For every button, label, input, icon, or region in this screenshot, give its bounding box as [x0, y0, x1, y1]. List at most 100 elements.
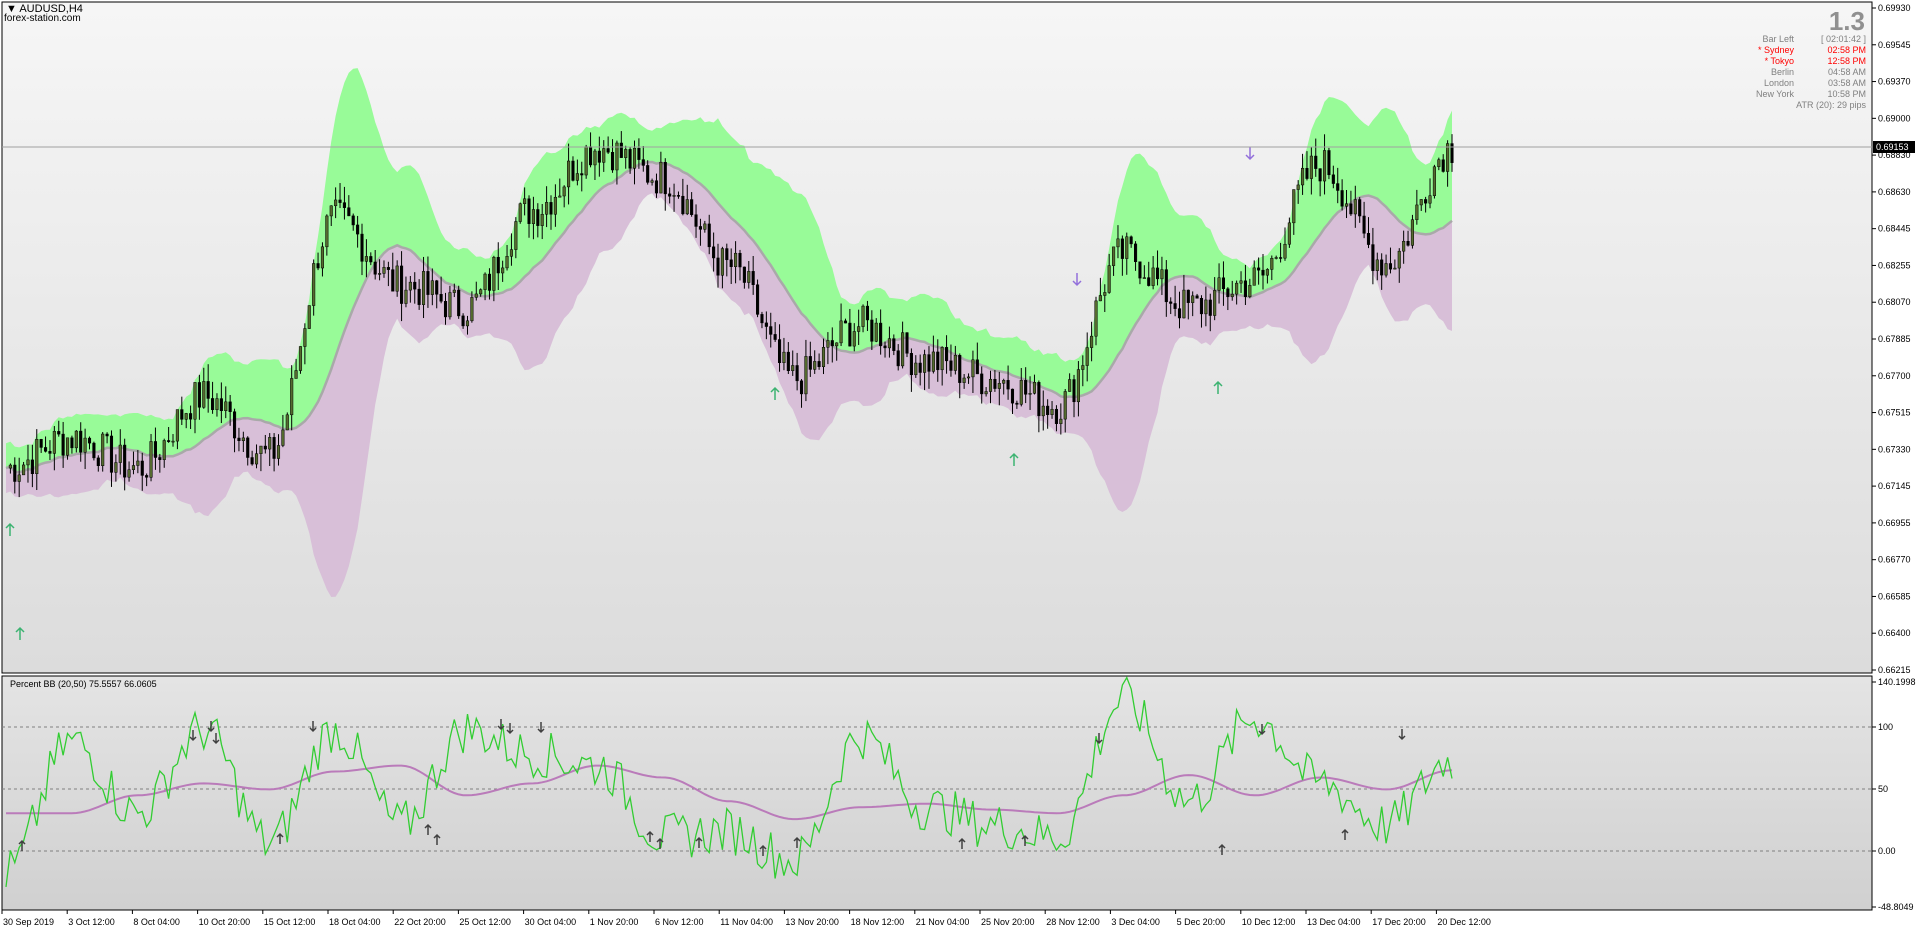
candle-body [756, 284, 760, 315]
candle-body [184, 413, 188, 420]
candle-body [127, 469, 131, 478]
time-tick-label: 1 Nov 20:00 [590, 917, 639, 927]
price-tick-label: 0.66585 [1878, 591, 1911, 601]
candle-body [237, 437, 241, 442]
candle-body [1059, 418, 1063, 424]
candle-body [1287, 222, 1291, 245]
candle-body [1010, 388, 1015, 404]
candle-body [1090, 335, 1094, 348]
price-tick-label: 0.67145 [1878, 481, 1911, 491]
time-tick-label: 10 Oct 20:00 [199, 917, 251, 927]
candle-body [1283, 243, 1287, 259]
watermark: forex-station.com [4, 13, 81, 24]
candle-body [61, 433, 65, 456]
candle-body [764, 322, 768, 327]
candle-body [52, 431, 56, 454]
candle-body [118, 444, 122, 463]
candle-body [26, 459, 30, 466]
candle-body [1032, 382, 1037, 394]
time-tick-label: 13 Dec 04:00 [1307, 917, 1361, 927]
candle-body [817, 361, 821, 367]
candle-body [861, 305, 865, 327]
candle-body [672, 195, 676, 197]
time-tick-label: 18 Nov 12:00 [851, 917, 905, 927]
percent-bb-lines [5, 676, 1453, 887]
candle-body [57, 431, 61, 435]
candle-body [1327, 150, 1331, 176]
candle-body [149, 441, 153, 478]
indicator-down-arrow-icon [212, 733, 220, 745]
candle-body [1028, 393, 1032, 395]
candle-body [615, 142, 619, 171]
candle-body [984, 391, 988, 395]
candle-body [74, 430, 78, 449]
candle-body [518, 203, 522, 222]
symbol-title[interactable]: ▼ AUDUSD,H4 [6, 4, 83, 15]
candle-body [716, 257, 720, 276]
candle-body [1265, 269, 1269, 276]
candle-body [628, 149, 632, 169]
candle-body [1296, 184, 1300, 190]
candle-body [1274, 257, 1278, 259]
symbol-title-text: AUDUSD,H4 [19, 3, 83, 15]
candle-body [1076, 369, 1080, 403]
candle-body [562, 186, 566, 197]
indicator-down-arrow-icon [207, 721, 215, 733]
candle-body [347, 207, 351, 217]
candle-body [1116, 238, 1120, 248]
candle-body [857, 326, 861, 332]
candle-body [400, 265, 404, 304]
candle-body [1353, 199, 1357, 215]
candle-body [505, 256, 509, 269]
candle-body [1221, 277, 1226, 290]
candle-body [654, 180, 659, 194]
candle-body [1147, 277, 1151, 286]
collapse-triangle-icon[interactable]: ▼ [6, 3, 17, 15]
candle-body [567, 160, 571, 188]
candle-body [360, 233, 364, 262]
indicator-down-arrow-icon [189, 730, 197, 742]
candle-body [892, 338, 896, 351]
candle-body [1318, 168, 1322, 182]
candle-body [232, 411, 237, 439]
candle-body [1129, 236, 1133, 245]
candle-body [1230, 293, 1234, 298]
indicator-tick-label: 50 [1878, 784, 1888, 794]
candle-body [646, 165, 650, 183]
indicator-panel[interactable] [1, 675, 1873, 911]
candle-body [448, 292, 452, 318]
indicator-down-arrow-icon [497, 719, 505, 731]
candle-body [918, 362, 922, 373]
candle-body [698, 226, 702, 230]
indicator-down-arrow-icon [309, 721, 317, 733]
candle-body [1397, 250, 1401, 269]
candle-body [413, 281, 417, 290]
candle-body [905, 332, 909, 354]
candle-body [65, 437, 70, 456]
candle-body [105, 433, 109, 437]
candle-body [13, 464, 17, 482]
candle-body [202, 381, 206, 408]
candle-body [852, 331, 856, 347]
candle-body [153, 441, 157, 458]
candle-body [997, 383, 1001, 389]
candle-body [751, 271, 755, 285]
candle-body [452, 289, 456, 293]
candle-body [593, 150, 597, 166]
candle-body [883, 345, 887, 349]
indicator-up-arrow-icon [759, 844, 767, 856]
candle-body [378, 273, 382, 275]
candle-body [523, 198, 527, 204]
price-tick-label: 0.69000 [1878, 113, 1911, 123]
candle-body [1235, 282, 1239, 295]
candle-body [725, 248, 729, 261]
candle-body [430, 280, 434, 295]
indicator-down-arrow-icon [1095, 733, 1103, 745]
candle-body [874, 322, 878, 342]
candle-body [958, 354, 962, 383]
candle-body [386, 267, 390, 270]
time-tick-label: 20 Dec 12:00 [1437, 917, 1491, 927]
candle-body [1314, 155, 1318, 169]
time-tick-label: 15 Oct 12:00 [264, 917, 316, 927]
